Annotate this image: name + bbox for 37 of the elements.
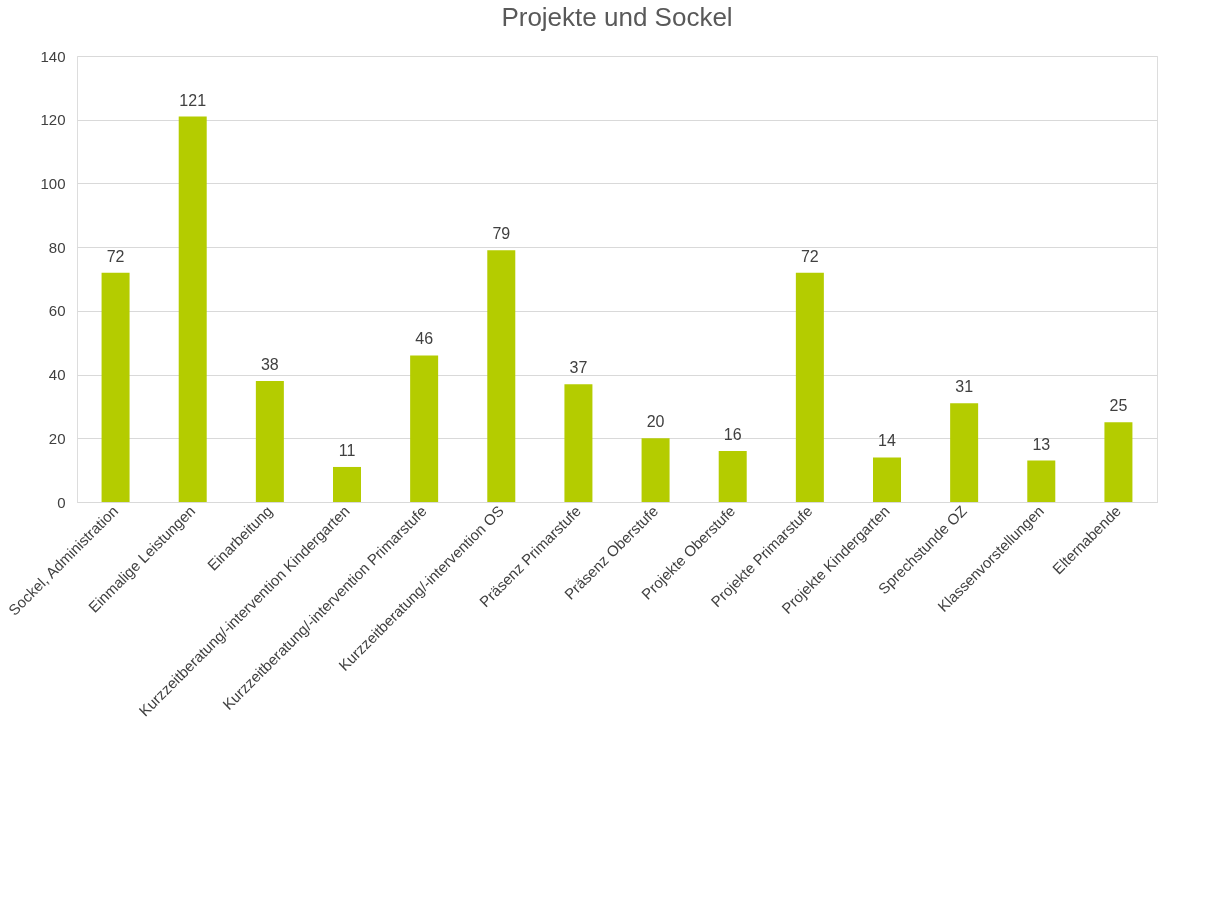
data-label: 20 [646,413,665,431]
bar [718,451,747,502]
y-tick-label: 120 [40,111,66,129]
data-label: 13 [1032,435,1051,453]
bar [410,355,439,502]
data-label: 16 [723,426,742,444]
bar [487,250,516,502]
bar [1104,422,1133,502]
data-label: 38 [260,355,279,373]
data-label: 46 [415,330,434,348]
bar [101,272,130,502]
y-tick-label: 80 [48,238,66,256]
y-tick-label: 100 [40,174,66,192]
bar [564,384,593,502]
bar [873,457,901,502]
bar [333,466,361,502]
y-tick-label: 140 [40,47,66,65]
y-tick-label: 20 [48,429,66,447]
bar [178,116,207,502]
y-tick-label: 60 [48,302,66,320]
bar [255,380,284,502]
bar [641,438,670,502]
data-label: 14 [878,432,896,450]
data-label: 25 [1109,397,1128,415]
data-label: 72 [106,247,125,265]
data-label: 11 [338,441,356,459]
data-label: 121 [179,91,207,109]
bar [1027,460,1056,502]
y-tick-label: 0 [57,493,66,511]
chart-title: Projekte und Sockel [501,2,733,32]
bar [950,403,979,502]
data-label: 72 [800,247,819,265]
data-label: 79 [492,225,511,243]
bar [795,272,824,502]
data-label: 37 [569,359,588,377]
y-tick-label: 40 [48,366,66,384]
data-label: 31 [955,378,974,396]
